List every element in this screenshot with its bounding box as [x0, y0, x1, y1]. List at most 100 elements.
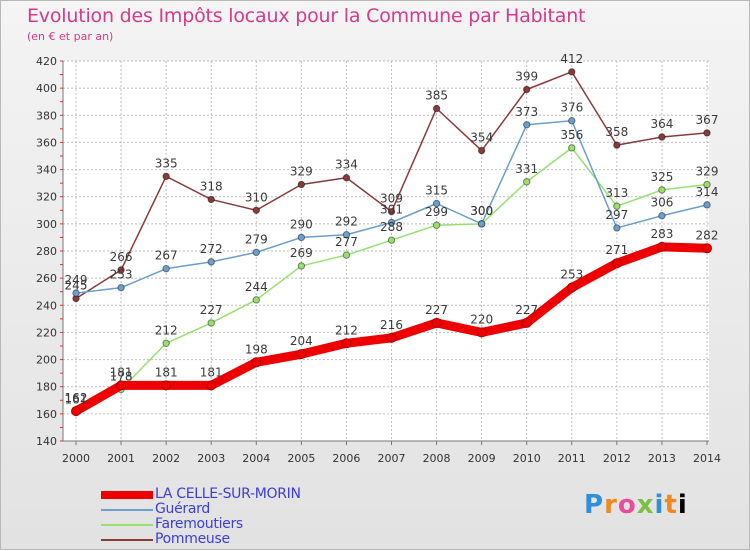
- data-point: [658, 133, 666, 141]
- chart-title: Evolution des Impôts locaux pour la Comm…: [27, 5, 586, 27]
- data-point: [703, 129, 711, 137]
- data-label: 412: [560, 52, 583, 66]
- data-label: 249: [65, 273, 88, 287]
- x-tick-label: 2013: [648, 452, 676, 465]
- x-tick-label: 2000: [62, 452, 90, 465]
- y-tick-label: 280: [36, 245, 57, 258]
- y-tick-label: 200: [36, 354, 57, 367]
- data-label: 309: [380, 192, 403, 206]
- data-label: 212: [155, 323, 178, 337]
- legend-swatch: [101, 539, 153, 541]
- data-point: [476, 327, 487, 338]
- data-label: 313: [605, 186, 628, 200]
- data-point: [703, 180, 711, 189]
- logo-letter: x: [636, 490, 655, 520]
- x-tick-label: 2007: [378, 452, 406, 465]
- data-label: 331: [515, 162, 538, 176]
- data-point: [523, 178, 531, 186]
- data-point: [613, 141, 621, 149]
- data-label: 288: [380, 220, 403, 234]
- data-point: [702, 243, 712, 254]
- data-label: 364: [650, 117, 673, 131]
- y-tick-label: 420: [36, 55, 57, 68]
- y-tick-label: 340: [36, 164, 57, 177]
- data-label: 354: [470, 131, 493, 145]
- data-point: [342, 251, 351, 259]
- data-label: 267: [155, 249, 178, 263]
- data-point: [387, 236, 396, 244]
- data-point: [206, 380, 217, 391]
- data-point: [432, 104, 441, 113]
- data-point: [161, 380, 172, 391]
- data-label: 299: [425, 205, 448, 219]
- data-point: [252, 206, 260, 214]
- logo-letter: t: [664, 490, 678, 520]
- data-point: [477, 220, 486, 228]
- x-tick-label: 2003: [197, 452, 225, 465]
- data-label: 216: [380, 318, 403, 332]
- data-point: [297, 180, 306, 189]
- y-tick-label: 400: [36, 82, 57, 95]
- data-point: [297, 262, 306, 270]
- data-point: [162, 172, 170, 181]
- data-label: 227: [425, 303, 448, 317]
- x-tick-label: 2001: [107, 452, 135, 465]
- data-label: 253: [560, 268, 583, 282]
- proxiti-logo: Proxiti: [584, 490, 688, 520]
- data-label: 300: [470, 204, 493, 218]
- legend-swatch: [101, 509, 153, 511]
- data-label: 253: [110, 268, 133, 282]
- data-label: 310: [245, 190, 268, 204]
- data-point: [251, 357, 262, 368]
- data-point: [342, 231, 351, 239]
- data-point: [611, 258, 622, 269]
- data-label: 335: [155, 156, 178, 170]
- data-label: 315: [425, 184, 448, 198]
- data-label: 198: [245, 342, 268, 356]
- data-label: 181: [200, 365, 223, 379]
- data-label: 297: [605, 208, 628, 222]
- x-tick-label: 2011: [558, 452, 586, 465]
- y-tick-label: 380: [36, 109, 57, 122]
- legend-label: LA CELLE-SUR-MORIN: [155, 486, 301, 502]
- data-point: [207, 195, 215, 204]
- data-label: 300: [470, 204, 493, 218]
- data-label: 271: [605, 243, 628, 257]
- data-point: [658, 212, 666, 220]
- data-point: [523, 121, 531, 129]
- data-label: 204: [290, 334, 313, 348]
- data-label: 181: [155, 365, 178, 379]
- data-label: 290: [290, 217, 313, 231]
- data-label: 227: [200, 303, 223, 317]
- data-point: [207, 319, 215, 327]
- data-label: 329: [290, 165, 313, 179]
- data-label: 178: [110, 369, 133, 383]
- data-label: 329: [696, 165, 719, 179]
- data-label: 161: [65, 393, 88, 407]
- data-point: [162, 339, 170, 347]
- x-tick-label: 2012: [603, 452, 631, 465]
- data-label: 373: [515, 105, 538, 119]
- x-tick-label: 2014: [693, 452, 721, 465]
- data-label: 266: [110, 250, 133, 264]
- chart-subtitle: (en € et par an): [27, 30, 114, 43]
- data-point: [703, 201, 711, 209]
- x-tick-label: 2004: [242, 452, 270, 465]
- data-point: [613, 224, 621, 232]
- logo-letter: r: [604, 490, 618, 520]
- logo-letter: i: [677, 490, 688, 520]
- data-point: [477, 146, 486, 155]
- y-tick-label: 140: [36, 435, 57, 448]
- data-point: [568, 144, 576, 152]
- data-label: 162: [65, 391, 88, 405]
- x-tick-label: 2006: [332, 452, 360, 465]
- data-label: 244: [245, 280, 268, 294]
- data-point: [432, 199, 441, 208]
- data-label: 356: [560, 128, 583, 142]
- data-point: [296, 349, 307, 360]
- data-point: [521, 317, 532, 328]
- data-label: 212: [335, 323, 358, 337]
- data-label: 385: [425, 89, 448, 103]
- data-point: [117, 283, 125, 292]
